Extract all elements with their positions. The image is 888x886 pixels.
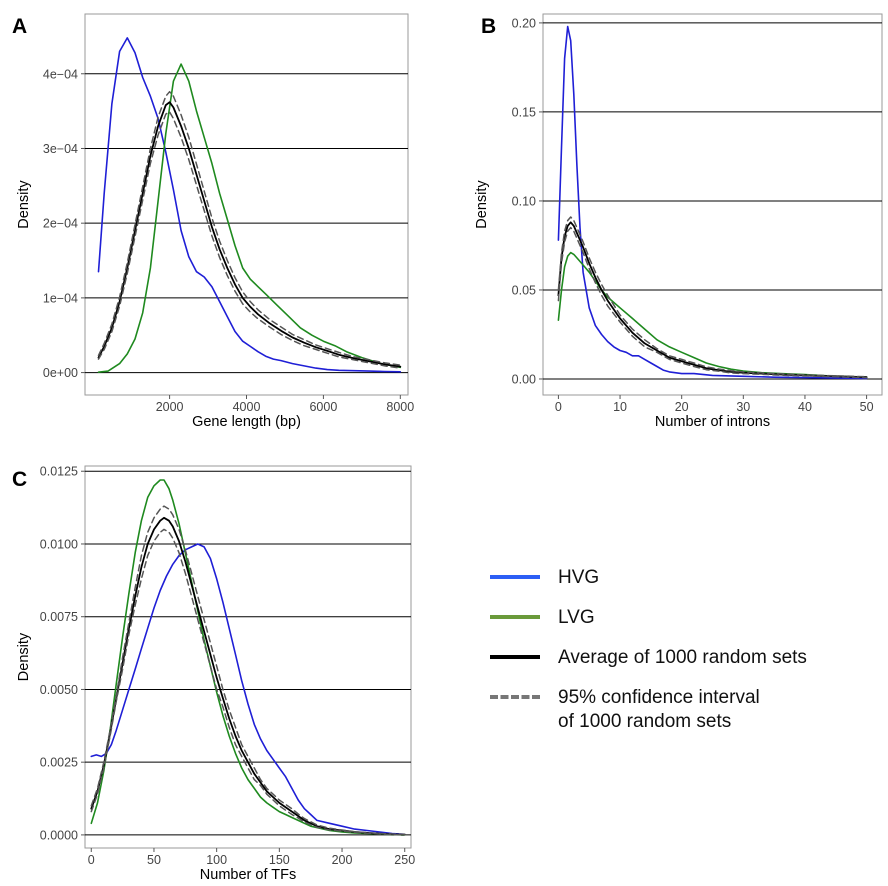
legend-item-confidence-interval: 95% confidence interval of 1000 random s…: [490, 686, 807, 732]
y-axis-label: Density: [474, 180, 490, 229]
series-line-ci_lower: [90, 528, 406, 836]
y-tick-label: 0.0050: [40, 683, 78, 697]
x-tick-label: 0: [88, 853, 95, 867]
series-line-lvg: [557, 251, 868, 379]
y-tick-label: 0.0075: [40, 610, 78, 624]
x-axis-label: Number of introns: [655, 414, 770, 430]
x-tick-label: 200: [332, 853, 353, 867]
y-tick-label: 0.0000: [40, 828, 78, 842]
legend-swatch-lvg: [490, 606, 540, 628]
x-tick-label: 40: [798, 400, 812, 414]
legend-label-lvg: LVG: [558, 607, 595, 628]
x-tick-label: 0: [555, 400, 562, 414]
x-tick-label: 20: [675, 400, 689, 414]
x-tick-label: 2000: [156, 400, 184, 414]
series-line-ci_lower: [97, 111, 402, 369]
series-line-hvg: [90, 543, 406, 836]
legend-label-ci-line1: 95% confidence interval: [558, 687, 760, 708]
legend-label-hvg: HVG: [558, 567, 600, 588]
y-tick-label: 0.00: [512, 372, 536, 386]
x-axis-label: Gene length (bp): [192, 414, 301, 430]
panel-letter: A: [12, 15, 27, 38]
series-line-hvg: [557, 25, 868, 380]
y-tick-label: 4e−04: [43, 67, 78, 81]
x-tick-label: 250: [394, 853, 415, 867]
y-axis-label: Density: [16, 632, 32, 681]
x-tick-label: 150: [269, 853, 290, 867]
series-line-ci_upper: [557, 216, 868, 378]
legend-item-average: Average of 1000 random sets: [490, 646, 807, 686]
legend-label-average: Average of 1000 random sets: [558, 647, 807, 668]
legend-swatch-hvg: [490, 566, 540, 588]
series-line-avg: [97, 101, 402, 368]
series-line-lvg: [97, 63, 402, 374]
x-tick-label: 30: [736, 400, 750, 414]
x-axis-label: Number of TFs: [200, 867, 296, 883]
y-tick-label: 1e−04: [43, 291, 78, 305]
y-tick-label: 0.10: [512, 194, 536, 208]
y-tick-label: 3e−04: [43, 142, 78, 156]
y-tick-label: 0.05: [512, 283, 536, 297]
x-tick-label: 50: [860, 400, 874, 414]
x-tick-label: 8000: [386, 400, 414, 414]
x-tick-label: 100: [206, 853, 227, 867]
y-tick-label: 0.20: [512, 16, 536, 30]
x-tick-label: 4000: [233, 400, 261, 414]
chart-panel-c: 0.0000 0.0025 0.0050 0.0075 0.0100 0.0125 0 50 1…: [12, 465, 415, 883]
series-line-ci_upper: [97, 90, 402, 366]
chart-panel-b: 0.00 0.05 0.10 0.15 0.20 0 10 20 30 40 50 Number of…: [474, 13, 883, 430]
x-tick-label: 50: [147, 853, 161, 867]
y-axis-label: Density: [16, 180, 32, 229]
series-line-hvg: [97, 37, 402, 373]
plot-border: [542, 13, 883, 396]
legend-swatch-confidence-interval: [490, 686, 540, 708]
legend-swatch-average: [490, 646, 540, 668]
legend-item-hvg: HVG: [490, 566, 807, 606]
x-tick-label: 6000: [309, 400, 337, 414]
legend-item-lvg: LVG: [490, 606, 807, 646]
series-line-ci_upper: [90, 505, 406, 836]
x-tick-label: 10: [613, 400, 627, 414]
panel-letter: B: [481, 15, 496, 38]
legend: HVG LVG Average of 1000 random sets 95% …: [490, 566, 807, 732]
y-tick-label: 0.0025: [40, 756, 78, 770]
y-tick-label: 2e−04: [43, 217, 78, 231]
y-tick-label: 0.0125: [40, 465, 78, 479]
chart-panel-a: 0e+00 1e−04 2e−04 3e−04 4e−04 2000 4000 6000 800…: [12, 13, 414, 430]
legend-label-ci-line2: of 1000 random sets: [558, 711, 732, 732]
legend-label-confidence-interval: 95% confidence interval of 1000 random s…: [558, 686, 760, 734]
plot-border: [84, 13, 409, 396]
series-line-avg: [90, 516, 406, 836]
plot-border: [84, 465, 412, 849]
series-line-ci_lower: [557, 226, 868, 379]
y-tick-label: 0e+00: [43, 366, 78, 380]
y-tick-label: 0.0100: [40, 537, 78, 551]
y-tick-label: 0.15: [512, 105, 536, 119]
panel-letter: C: [12, 468, 27, 491]
